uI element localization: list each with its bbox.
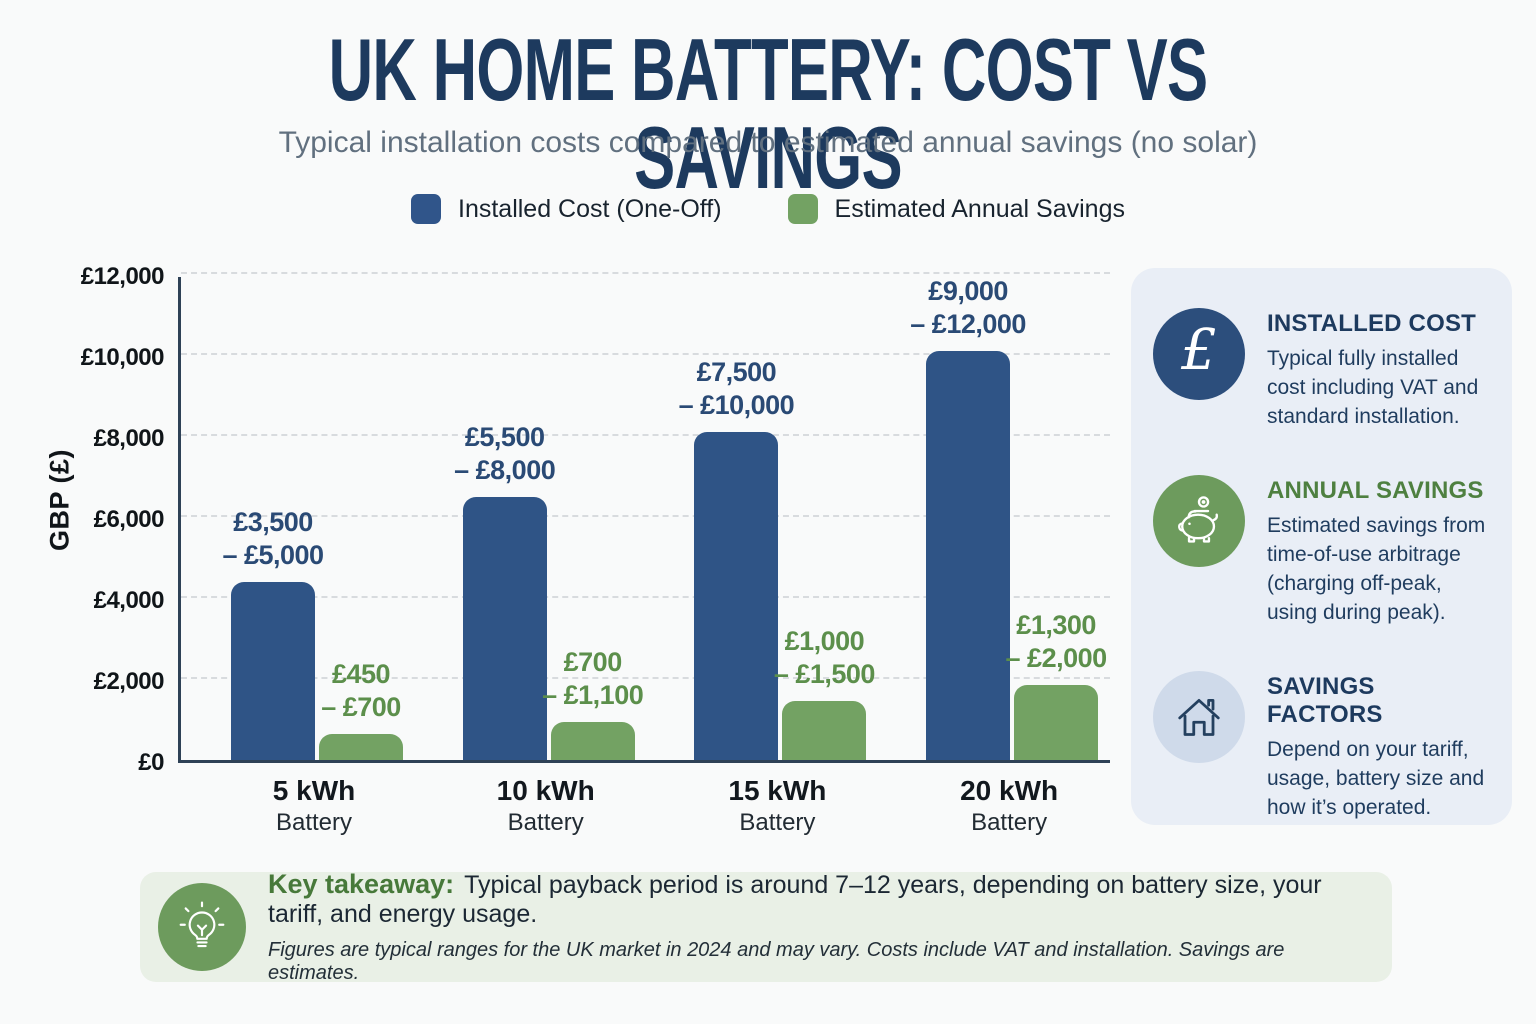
battery-sublabel: Battery xyxy=(507,809,584,836)
installed-cost-bar xyxy=(694,431,779,760)
installed-cost-bar xyxy=(926,350,1011,760)
legend-swatch-savings xyxy=(787,194,818,224)
y-tick-label: £6,000 xyxy=(93,506,165,533)
key-takeaway-label: Key takeaway: xyxy=(268,869,455,899)
page-subtitle: Typical installation costs compared to e… xyxy=(278,126,1258,159)
legend-item-annual-savings: Estimated Annual Savings xyxy=(787,194,1125,224)
key-takeaway-text: Typical payback period is around 7–12 ye… xyxy=(268,871,1322,928)
sidebar-item-savings-factors: SAVINGS FACTORS Depend on your tariff, u… xyxy=(1153,671,1488,822)
annual-savings-bar xyxy=(550,721,635,760)
sidebar-item-text: Estimated savings from time-of-use arbit… xyxy=(1267,514,1486,624)
installed-cost-bar xyxy=(462,496,547,760)
legend-label-cost: Installed Cost (One-Off) xyxy=(458,194,722,223)
installed-cost-bar xyxy=(231,581,315,760)
sidebar-item-text: Typical fully installed cost including V… xyxy=(1267,347,1479,428)
legend-swatch-cost xyxy=(411,194,441,224)
battery-size-label: 5 kWh xyxy=(272,775,356,806)
cost-range-label: £9,000 – £12,000 xyxy=(910,276,1026,340)
gridline xyxy=(181,272,1110,274)
gridline xyxy=(181,677,1110,679)
battery-size-label: 10 kWh xyxy=(496,775,595,806)
sidebar-item-installed-cost: £ INSTALLED COST Typical fully installed… xyxy=(1153,308,1488,431)
pound-icon: £ xyxy=(1153,308,1245,400)
y-tick-label: £2,000 xyxy=(93,668,165,695)
battery-sublabel: Battery xyxy=(275,809,353,836)
savings-range-label: £450 – £700 xyxy=(321,659,401,723)
legend-label-savings: Estimated Annual Savings xyxy=(834,194,1125,223)
sidebar-item-title: SAVINGS FACTORS xyxy=(1267,673,1383,729)
y-tick-label: £4,000 xyxy=(93,587,165,614)
piggy-bank-icon xyxy=(1153,475,1245,568)
savings-range-label: £700 – £1,100 xyxy=(542,646,644,710)
sidebar-item-title: INSTALLED COST xyxy=(1267,310,1477,337)
y-tick-label: £0 xyxy=(138,749,164,776)
chart-legend: Installed Cost (One-Off) Estimated Annua… xyxy=(0,194,1536,224)
x-category-label: 10 kWh Battery xyxy=(456,775,636,837)
x-axis-labels: 5 kWh Battery 10 kWh Battery 15 kWh Battery 20… xyxy=(178,775,1110,847)
page-title: UK HOME BATTERY: COST VS SAVINGS xyxy=(328,20,1208,207)
info-sidebar: £ INSTALLED COST Typical fully installed… xyxy=(1131,268,1512,825)
y-tick-label: £12,000 xyxy=(80,263,165,290)
gridline xyxy=(181,434,1110,436)
savings-range-label: £1,000 – £1,500 xyxy=(773,626,876,690)
y-tick-label: £10,000 xyxy=(80,344,165,371)
gridline xyxy=(181,353,1110,355)
lightbulb-icon xyxy=(158,883,246,971)
gridline xyxy=(181,596,1110,598)
x-category-label: 20 kWh Battery xyxy=(919,775,1099,837)
y-tick-label: £8,000 xyxy=(93,425,165,452)
annual-savings-bar xyxy=(319,734,403,760)
battery-size-label: 20 kWh xyxy=(960,775,1059,806)
x-category-label: 15 kWh Battery xyxy=(687,775,867,837)
footnote: Figures are typical ranges for the UK ma… xyxy=(268,939,1285,984)
battery-sublabel: Battery xyxy=(971,809,1048,836)
sidebar-item-annual-savings: ANNUAL SAVINGS Estimated savings from ti… xyxy=(1153,475,1488,627)
savings-range-label: £1,300 – £2,000 xyxy=(1005,610,1108,674)
legend-item-installed-cost: Installed Cost (One-Off) xyxy=(411,194,722,224)
gridline xyxy=(181,515,1110,517)
plot-area: £3,500 – £5,000 £450 – £700 £5,500 – £8,00… xyxy=(178,272,1110,763)
annual-savings-bar xyxy=(1014,685,1099,760)
cost-range-label: £5,500 – £8,000 xyxy=(454,421,556,485)
key-takeaway-line: Key takeaway: Typical payback period is a… xyxy=(268,869,1362,929)
cost-range-label: £3,500 – £5,000 xyxy=(222,506,324,570)
house-icon xyxy=(1153,671,1245,764)
annual-savings-bar xyxy=(782,701,867,760)
battery-size-label: 15 kWh xyxy=(728,775,827,806)
y-axis-ticks: £12,000 £10,000 £8,000 £6,000 £4,000 £2,000 £0 xyxy=(0,263,165,776)
battery-sublabel: Battery xyxy=(739,809,816,836)
key-takeaway-panel: Key takeaway: Typical payback period is a… xyxy=(140,869,1392,984)
sidebar-item-text: Depend on your tariff, usage, battery si… xyxy=(1267,738,1485,819)
sidebar-item-title: ANNUAL SAVINGS xyxy=(1267,477,1484,505)
cost-range-label: £7,500 – £10,000 xyxy=(678,357,795,421)
x-category-label: 5 kWh Battery xyxy=(224,775,404,837)
